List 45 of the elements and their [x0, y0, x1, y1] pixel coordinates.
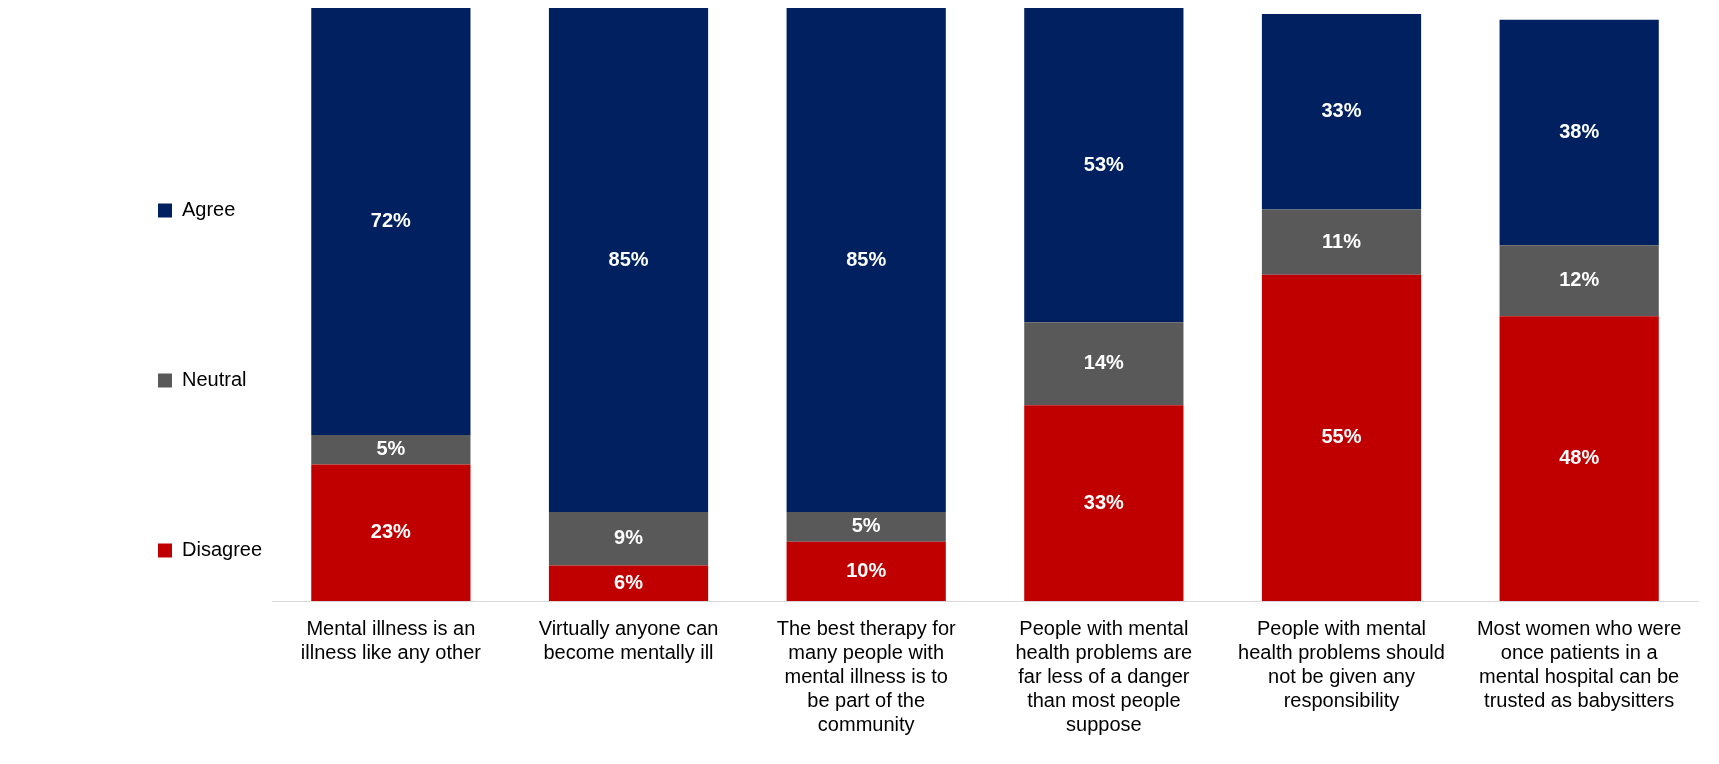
- data-label: 72%: [370, 209, 412, 231]
- bar: [311, 434, 471, 465]
- legend-label: Disagree: [182, 538, 263, 561]
- bar: [548, 512, 709, 566]
- legend-label: Neutral: [182, 368, 247, 391]
- data-label: 33%: [1083, 490, 1125, 513]
- data-label: 38%: [1559, 120, 1600, 143]
- bar: [786, 8, 946, 513]
- bar: [311, 8, 471, 435]
- x-tick-label: People with mental health problems should not be given any responsibility: [1238, 616, 1445, 711]
- data-label: 6%: [614, 570, 644, 593]
- bar: [1024, 8, 1184, 323]
- bar: [1499, 19, 1659, 246]
- data-label: 5%: [376, 437, 406, 460]
- bar: [786, 541, 946, 601]
- data-label: 53%: [1083, 152, 1125, 175]
- bar: [1261, 209, 1422, 275]
- x-tick-label: Virtually anyone can become mentally ill: [538, 616, 719, 663]
- data-label: 9%: [614, 526, 644, 549]
- data-label: 11%: [1322, 229, 1362, 252]
- data-label: 10%: [846, 558, 887, 581]
- data-label: 14%: [1083, 351, 1125, 374]
- legend-label: Agree: [182, 198, 236, 221]
- x-tick-label: People with mental health problems are far less of a danger than most people suppose: [1015, 616, 1193, 735]
- data-label: 55%: [1321, 425, 1362, 448]
- data-label: 12%: [1559, 268, 1600, 291]
- bar: [548, 565, 709, 601]
- bar: [1024, 405, 1184, 601]
- x-tick-label: Most women who were once patients in a mental hospital can be trusted as babysitters: [1476, 616, 1682, 711]
- bar: [786, 512, 946, 542]
- data-label: 5%: [851, 514, 881, 537]
- data-label: 85%: [608, 247, 649, 270]
- bar: [1499, 245, 1659, 317]
- data-label: 48%: [1559, 446, 1600, 469]
- data-label: 85%: [846, 247, 887, 270]
- x-tick-label: The best therapy for many people with mental illness is to be part of the community: [776, 616, 957, 735]
- data-label: 23%: [370, 520, 412, 543]
- bar: [1499, 316, 1659, 601]
- bar: [1261, 13, 1422, 210]
- bar: [548, 8, 709, 513]
- x-tick-label: Mental illness is an illness like any other: [300, 616, 482, 663]
- bar: [1261, 274, 1422, 601]
- bar: [311, 464, 471, 601]
- data-label: 33%: [1321, 99, 1362, 122]
- bar: [1024, 322, 1184, 406]
